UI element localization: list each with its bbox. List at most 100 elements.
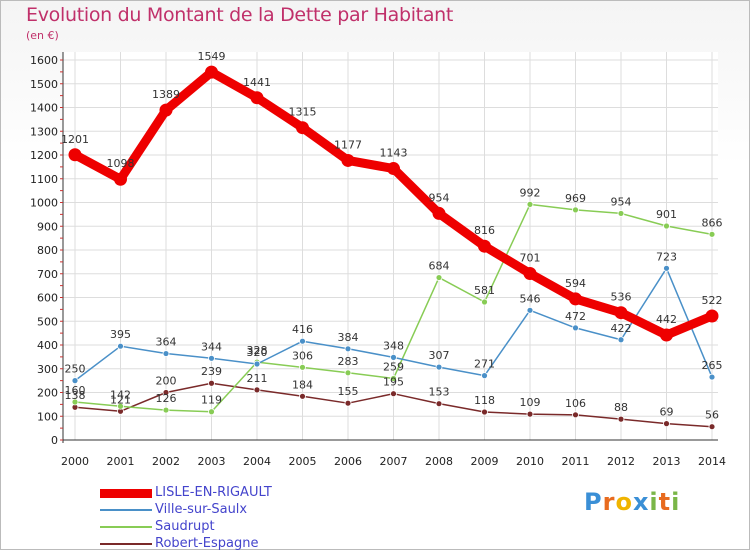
axes: 0 100 200 300 400 500 600 700 800 900 1000 1100 1200… <box>30 52 726 468</box>
data-point <box>663 420 670 428</box>
y-tick-label: 600 <box>37 292 58 305</box>
grid <box>63 52 718 441</box>
legend-swatch <box>100 509 152 511</box>
data-point <box>481 298 488 306</box>
logo-letter: P <box>584 488 603 516</box>
data-label: 1441 <box>243 76 271 89</box>
data-label: 536 <box>611 291 632 304</box>
data-point <box>162 350 170 357</box>
data-label: 259 <box>383 360 404 373</box>
y-tick-label: 700 <box>37 268 58 281</box>
data-label: 684 <box>429 260 450 273</box>
x-tick-label: 2010 <box>516 455 544 468</box>
data-point <box>478 239 491 253</box>
data-point <box>344 399 352 407</box>
data-label: 954 <box>429 191 450 204</box>
legend-item: Robert-Espagne <box>100 535 360 552</box>
data-label: 344 <box>201 340 222 353</box>
data-point <box>572 324 579 332</box>
data-label: 211 <box>247 372 268 385</box>
data-label: 901 <box>656 208 677 221</box>
data-label: 348 <box>383 339 404 352</box>
data-point <box>617 210 625 217</box>
logo-letter: i <box>649 488 659 516</box>
legend-label: Robert-Espagne <box>155 536 259 551</box>
data-label: 320 <box>247 346 268 359</box>
data-label: 184 <box>292 378 313 391</box>
data-point <box>71 377 79 385</box>
legend-swatch <box>100 488 152 498</box>
x-tick-label: 2002 <box>152 455 180 468</box>
x-tick-label: 2005 <box>289 455 317 468</box>
data-label: 306 <box>292 349 313 362</box>
plot-area <box>63 52 718 440</box>
data-point <box>341 153 355 167</box>
data-label: 723 <box>656 250 677 263</box>
data-label: 121 <box>110 393 131 406</box>
data-point <box>569 292 582 306</box>
data-point <box>387 162 400 176</box>
data-label: 442 <box>656 313 677 326</box>
data-point <box>481 408 488 416</box>
x-tick-label: 2004 <box>243 455 271 468</box>
x-tick-label: 2013 <box>653 455 681 468</box>
data-point <box>390 390 397 398</box>
data-label: 1143 <box>380 147 408 160</box>
data-label: 1549 <box>198 50 226 63</box>
data-point <box>205 65 218 79</box>
data-label: 1098 <box>107 157 135 170</box>
data-label: 472 <box>565 310 586 323</box>
data-label: 1177 <box>334 138 362 151</box>
data-label: 271 <box>474 358 495 371</box>
data-label: 239 <box>201 365 222 378</box>
x-tick-label: 2011 <box>562 455 590 468</box>
x-tick-label: 2000 <box>61 455 89 468</box>
data-point <box>617 415 625 423</box>
data-label: 546 <box>520 292 541 305</box>
data-point <box>617 336 625 344</box>
data-label: 992 <box>520 186 541 199</box>
unit-label: (en €) <box>26 29 59 42</box>
data-point <box>390 353 397 361</box>
data-label: 155 <box>338 385 359 398</box>
y-tick-label: 1000 <box>30 197 58 210</box>
data-label: 265 <box>702 359 723 372</box>
data-label: 118 <box>474 394 495 407</box>
data-label: 307 <box>429 349 450 362</box>
y-tick-label: 400 <box>37 339 58 352</box>
data-point <box>208 354 215 362</box>
data-point <box>162 406 170 414</box>
data-label: 416 <box>292 323 313 336</box>
data-point <box>708 423 716 431</box>
data-point <box>435 274 443 281</box>
data-point <box>299 363 306 371</box>
data-label: 581 <box>474 284 495 297</box>
data-label: 109 <box>520 396 541 409</box>
data-label: 969 <box>565 192 586 205</box>
data-point <box>572 411 579 419</box>
y-tick-label: 1400 <box>30 102 58 115</box>
data-label: 138 <box>65 389 86 402</box>
data-point <box>663 264 670 272</box>
data-label: 816 <box>474 224 495 237</box>
data-point <box>708 230 716 238</box>
data-point <box>208 408 215 416</box>
x-tick-label: 2012 <box>607 455 635 468</box>
data-point <box>299 337 306 345</box>
legend-label: Ville-sur-Saulx <box>155 502 248 517</box>
data-labels: 138 121 200 239 211 184 155 195 153 118 109 106 88 69… <box>61 50 723 422</box>
data-label: 153 <box>429 386 450 399</box>
data-label: 1201 <box>61 133 89 146</box>
y-tick-label: 800 <box>37 244 58 257</box>
data-label: 866 <box>702 216 723 229</box>
data-label: 160 <box>65 384 86 397</box>
x-tick-label: 2014 <box>698 455 726 468</box>
chart-title: Evolution du Montant de la Dette par Hab… <box>26 4 454 26</box>
legend: LISLE-EN-RIGAULT Ville-sur-Saulx Saudrupt R… <box>100 484 360 552</box>
data-point <box>253 360 261 368</box>
data-point <box>526 200 534 208</box>
data-label: 250 <box>65 363 86 376</box>
proxiti-logo: Proxiti <box>584 488 680 516</box>
y-tick-label: 1200 <box>30 149 58 162</box>
